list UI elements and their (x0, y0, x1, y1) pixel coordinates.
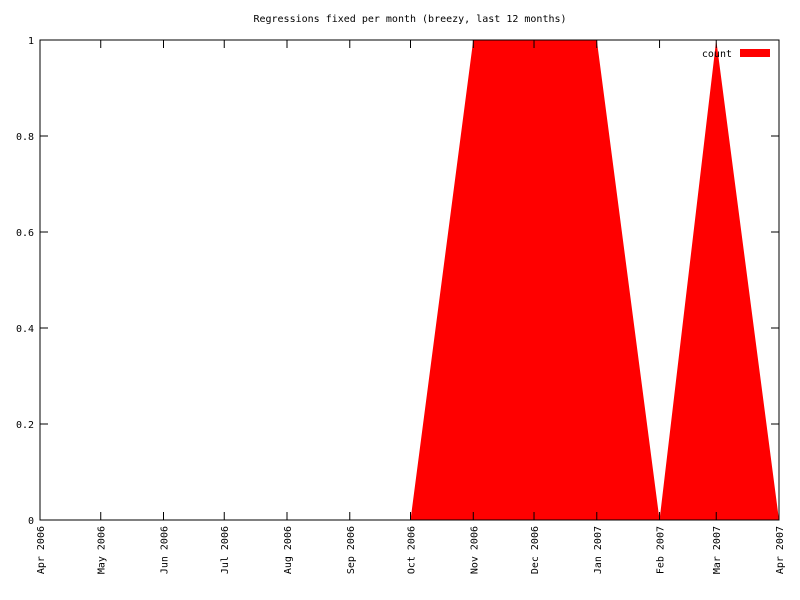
area (40, 40, 779, 520)
x-tick-label: Oct 2006 (407, 526, 418, 574)
x-tick-label: Jul 2006 (220, 526, 231, 574)
y-tick-label: 0.4 (16, 324, 34, 335)
plot-border (39, 39, 780, 521)
y-tick-label: 0 (28, 516, 34, 527)
x-tick-label: Aug 2006 (283, 526, 294, 574)
x-tick-label: Sep 2006 (346, 526, 357, 574)
y-tick-label: 0.6 (16, 228, 34, 239)
x-tick-label: Apr 2007 (775, 526, 786, 574)
y-tick-label: 0.8 (16, 132, 34, 143)
x-tick-label: May 2006 (97, 526, 108, 574)
x-tick-label: Mar 2007 (712, 526, 723, 574)
y-tick-label: 0.2 (16, 420, 34, 431)
legend-swatch (740, 49, 770, 57)
x-tick-label: Nov 2006 (469, 526, 480, 574)
x-tick-label: Jun 2006 (160, 526, 171, 574)
x-tick-label: Jan 2007 (593, 526, 604, 574)
legend-label: count (702, 49, 732, 60)
x-tick-label: Apr 2006 (36, 526, 47, 574)
x-tick-label: Feb 2007 (656, 526, 667, 574)
chart-title: Regressions fixed per month (breezy, las… (253, 14, 566, 25)
y-tick-label: 1 (28, 36, 34, 47)
x-tick-label: Dec 2006 (530, 526, 541, 574)
